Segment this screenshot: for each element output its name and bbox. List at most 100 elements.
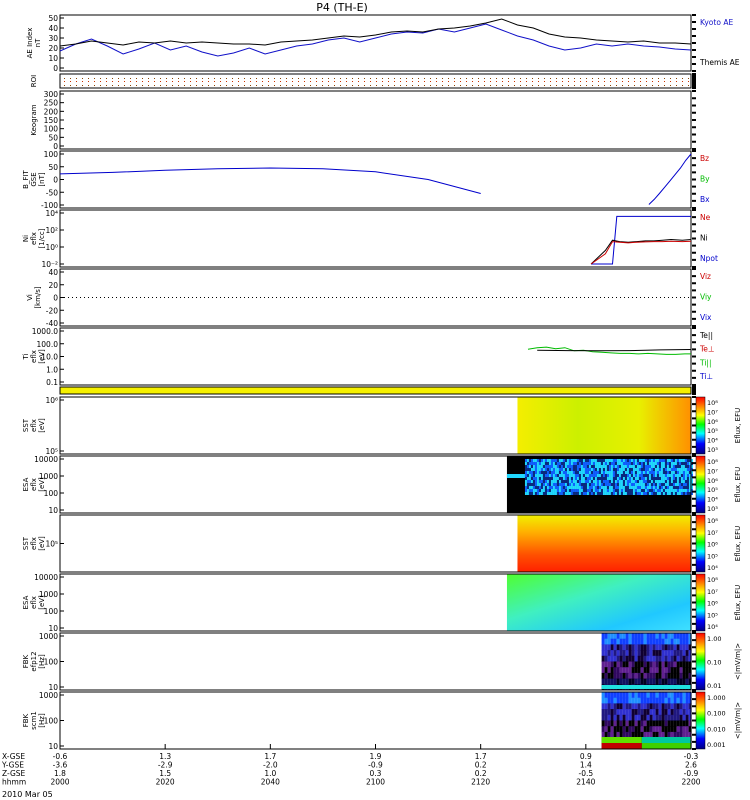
esa1-pixel [640, 471, 643, 474]
fbk-pixel [634, 692, 638, 699]
esa1-pixel [642, 459, 645, 462]
colorbar-tick-label: 10⁷ [707, 529, 718, 537]
fbk-pixel [631, 661, 635, 668]
fbk-pixel [685, 672, 689, 680]
fbk-pixel [631, 678, 635, 685]
esa1-pixel [600, 483, 603, 486]
roi-dot [652, 81, 653, 82]
fbk-pixel [640, 678, 644, 685]
roi-dot [172, 78, 173, 79]
esa1-pixel [684, 483, 687, 486]
esa1-pixel [566, 483, 569, 486]
colorbar [695, 396, 706, 455]
esa1-pixel [688, 474, 691, 477]
esa1-pixel [588, 483, 591, 486]
fbk-pixel [613, 667, 617, 674]
right-tick [692, 334, 696, 337]
fbk-pixel [610, 703, 614, 710]
esa1-pixel [588, 474, 591, 477]
fbk-pixel [628, 672, 632, 680]
esa1-pixel [596, 486, 599, 489]
esa1-pixel [594, 480, 597, 483]
fbk-pixel [649, 661, 653, 668]
fbk-pixel [673, 650, 677, 657]
y-axis-label: eflx [30, 350, 38, 363]
fbk-pixel [637, 633, 641, 640]
roi-dot [76, 78, 77, 79]
esa1-pixel [582, 489, 585, 492]
esa1-pixel [578, 483, 581, 486]
esa1-pixel [602, 489, 605, 492]
roi-dot [112, 78, 113, 79]
esa1-pixel [534, 459, 537, 462]
esa1-pixel [620, 459, 623, 462]
fbk-pixel [655, 678, 659, 685]
x-tick-label: -2.0 [263, 761, 278, 770]
roi-dot [670, 85, 671, 86]
esa1-pixel [620, 483, 623, 486]
esa1-pixel [602, 468, 605, 471]
esa1-pixel [578, 492, 581, 495]
y-tick-label: 10⁴ [45, 209, 58, 218]
esa1-pixel [658, 483, 661, 486]
esa1-pixel [640, 480, 643, 483]
fbk-pixel [601, 661, 605, 668]
roi-dot [88, 78, 89, 79]
esa1-pixel [642, 465, 645, 468]
fbk-pixel [640, 672, 644, 680]
right-tick [692, 469, 696, 472]
esa1-pixel [536, 492, 539, 495]
esa1-pixel [528, 489, 531, 492]
fbk-pixel [685, 650, 689, 657]
esa1-pixel [622, 489, 625, 492]
roi-dot [496, 81, 497, 82]
right-tick [692, 268, 696, 270]
roi-dot [508, 81, 509, 82]
y-tick-label: 10 [48, 742, 58, 751]
esa1-pixel [644, 459, 647, 462]
esa1-pixel [672, 468, 675, 471]
fbk-pixel [649, 731, 653, 739]
fbk-pixel [637, 720, 641, 727]
esa1-pixel [532, 468, 535, 471]
esa1-pixel [524, 492, 527, 495]
y-tick-label: 1.0 [46, 365, 58, 374]
esa1-pixel [524, 462, 527, 465]
fbk-pixel [640, 661, 644, 668]
esa1-pixel [540, 465, 543, 468]
fbk-pixel [607, 667, 611, 674]
esa1-pixel [542, 483, 545, 486]
esa1-pixel [638, 471, 641, 474]
esa1-pixel [612, 474, 615, 477]
fbk-pixel [685, 731, 689, 739]
colorbar-tick-label: 10⁵ [707, 486, 718, 494]
right-tick [692, 410, 696, 413]
fbk-pixel [646, 697, 650, 704]
esa1-pixel [546, 465, 549, 468]
fbk-pixel [634, 661, 638, 668]
esa1-pixel [690, 477, 693, 480]
esa1-pixel [600, 468, 603, 471]
fbk-pixel [685, 692, 689, 699]
roi-dot [610, 78, 611, 79]
esa1-pixel [642, 480, 645, 483]
fbk-pixel [619, 692, 623, 699]
esa1-pixel [526, 474, 529, 477]
fbk-pixel [646, 714, 650, 721]
esa1-pixel [612, 459, 615, 462]
esa1-pixel [642, 483, 645, 486]
roi-dot [574, 81, 575, 82]
fbk-pixel [628, 655, 632, 662]
esa1-pixel [606, 477, 609, 480]
roi-dot [388, 85, 389, 86]
esa1-pixel [688, 471, 691, 474]
fbk-pixel [640, 720, 644, 727]
esa1-pixel [604, 459, 607, 462]
fbk-pixel [622, 709, 626, 716]
esa1-pixel [680, 468, 683, 471]
esa1-pixel [656, 468, 659, 471]
right-tick [692, 580, 696, 583]
esa1-pixel [598, 474, 601, 477]
roi-dot [586, 78, 587, 79]
